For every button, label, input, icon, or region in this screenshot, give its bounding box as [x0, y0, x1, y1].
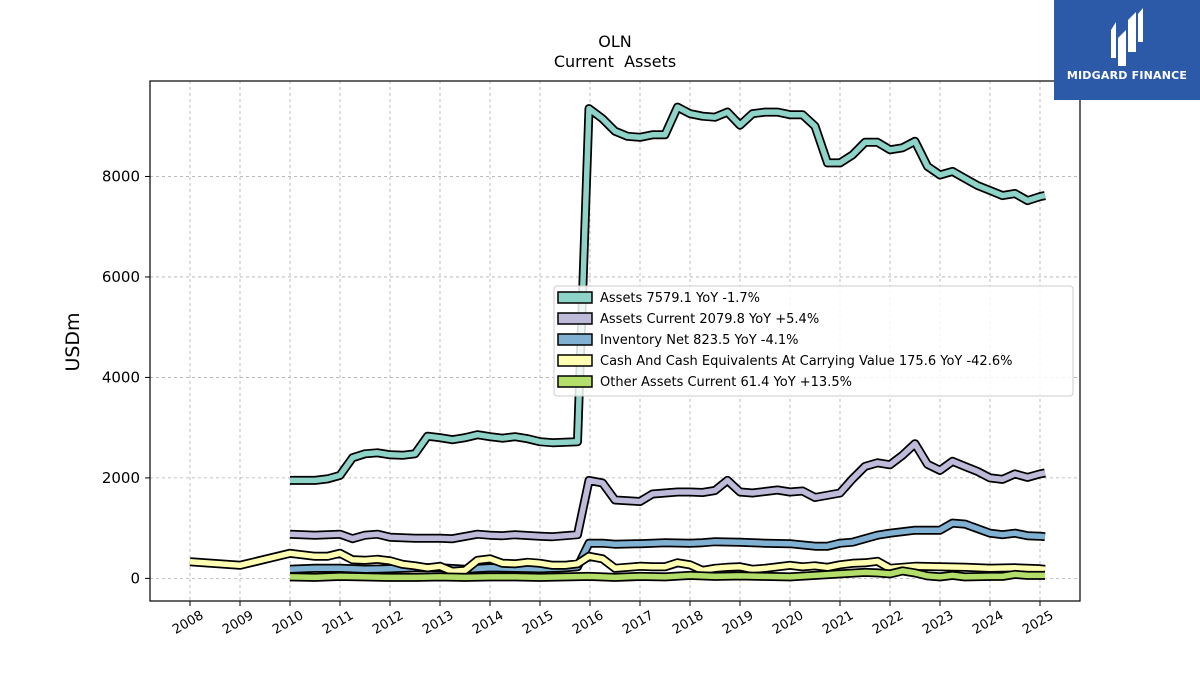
- x-tick-label: 2009: [220, 608, 256, 638]
- legend-swatch: [557, 354, 593, 367]
- legend-label: Other Assets Current 61.4 YoY +13.5%: [600, 375, 852, 390]
- x-tick-label: 2017: [620, 608, 656, 638]
- y-tick-label: 8000: [102, 167, 140, 185]
- legend-label: Cash And Cash Equivalents At Carrying Va…: [600, 354, 1012, 369]
- x-tick-label: 2020: [770, 608, 806, 638]
- legend-box: [553, 285, 1074, 397]
- x-tick-label: 2008: [170, 608, 206, 638]
- plot-frame: [149, 80, 1081, 602]
- x-tick-label: 2016: [570, 608, 606, 638]
- x-tick-label: 2019: [720, 608, 756, 638]
- series-4: [189, 548, 1046, 576]
- legend-swatch: [557, 312, 593, 325]
- x-tick-label: 2023: [920, 608, 956, 638]
- x-tick-label: 2021: [820, 608, 856, 638]
- x-tick-label: 2018: [670, 608, 706, 638]
- x-tick-label: 2012: [370, 608, 406, 638]
- legend: Assets 7579.1 YoY -1.7% Assets Current 20…: [553, 285, 1074, 397]
- x-tick-label: 2011: [320, 608, 356, 638]
- brand-logo: MIDGARD FINANCE: [1054, 0, 1200, 100]
- series-line: [289, 440, 1046, 542]
- legend-swatch: [557, 291, 593, 304]
- legend-label: Assets 7579.1 YoY -1.7%: [600, 291, 760, 306]
- chart-title: OLN: [598, 32, 631, 51]
- series-line: [290, 104, 1046, 484]
- series-1: [290, 102, 1046, 485]
- x-axis: 2008 2009 2010 2011 2012 2013 2014 2015 2016 2017…: [170, 601, 1056, 638]
- y-tick-label: 4000: [102, 368, 140, 386]
- series-line: [289, 568, 1045, 581]
- x-tick-label: 2010: [270, 608, 306, 638]
- y-tick-label: 2000: [102, 469, 140, 487]
- y-tick-label: 6000: [102, 268, 140, 286]
- x-tick-label: 2013: [420, 608, 456, 638]
- midgard-logo-icon: [1111, 8, 1143, 66]
- legend-label: Inventory Net 823.5 YoY -4.1%: [600, 333, 799, 348]
- legend-swatch: [557, 333, 593, 346]
- series-line: [189, 550, 1046, 575]
- x-tick-label: 2015: [520, 608, 556, 638]
- y-axis-label: USDm: [62, 312, 84, 371]
- y-tick-label: 0: [130, 569, 140, 587]
- brand-name: MIDGARD FINANCE: [1066, 69, 1188, 82]
- x-tick-label: 2024: [970, 608, 1006, 638]
- y-axis: 0 2000 4000 6000 8000: [102, 167, 150, 587]
- legend-swatch: [557, 375, 593, 388]
- legend-label: Assets Current 2079.8 YoY +5.4%: [600, 312, 819, 327]
- series-5: [289, 566, 1045, 582]
- series-2: [289, 439, 1046, 544]
- series-layer: [189, 102, 1046, 582]
- x-tick-label: 2014: [470, 608, 506, 638]
- x-tick-label: 2025: [1020, 608, 1056, 638]
- x-tick-label: 2022: [870, 608, 906, 638]
- chart-subtitle: Current Assets: [554, 52, 676, 71]
